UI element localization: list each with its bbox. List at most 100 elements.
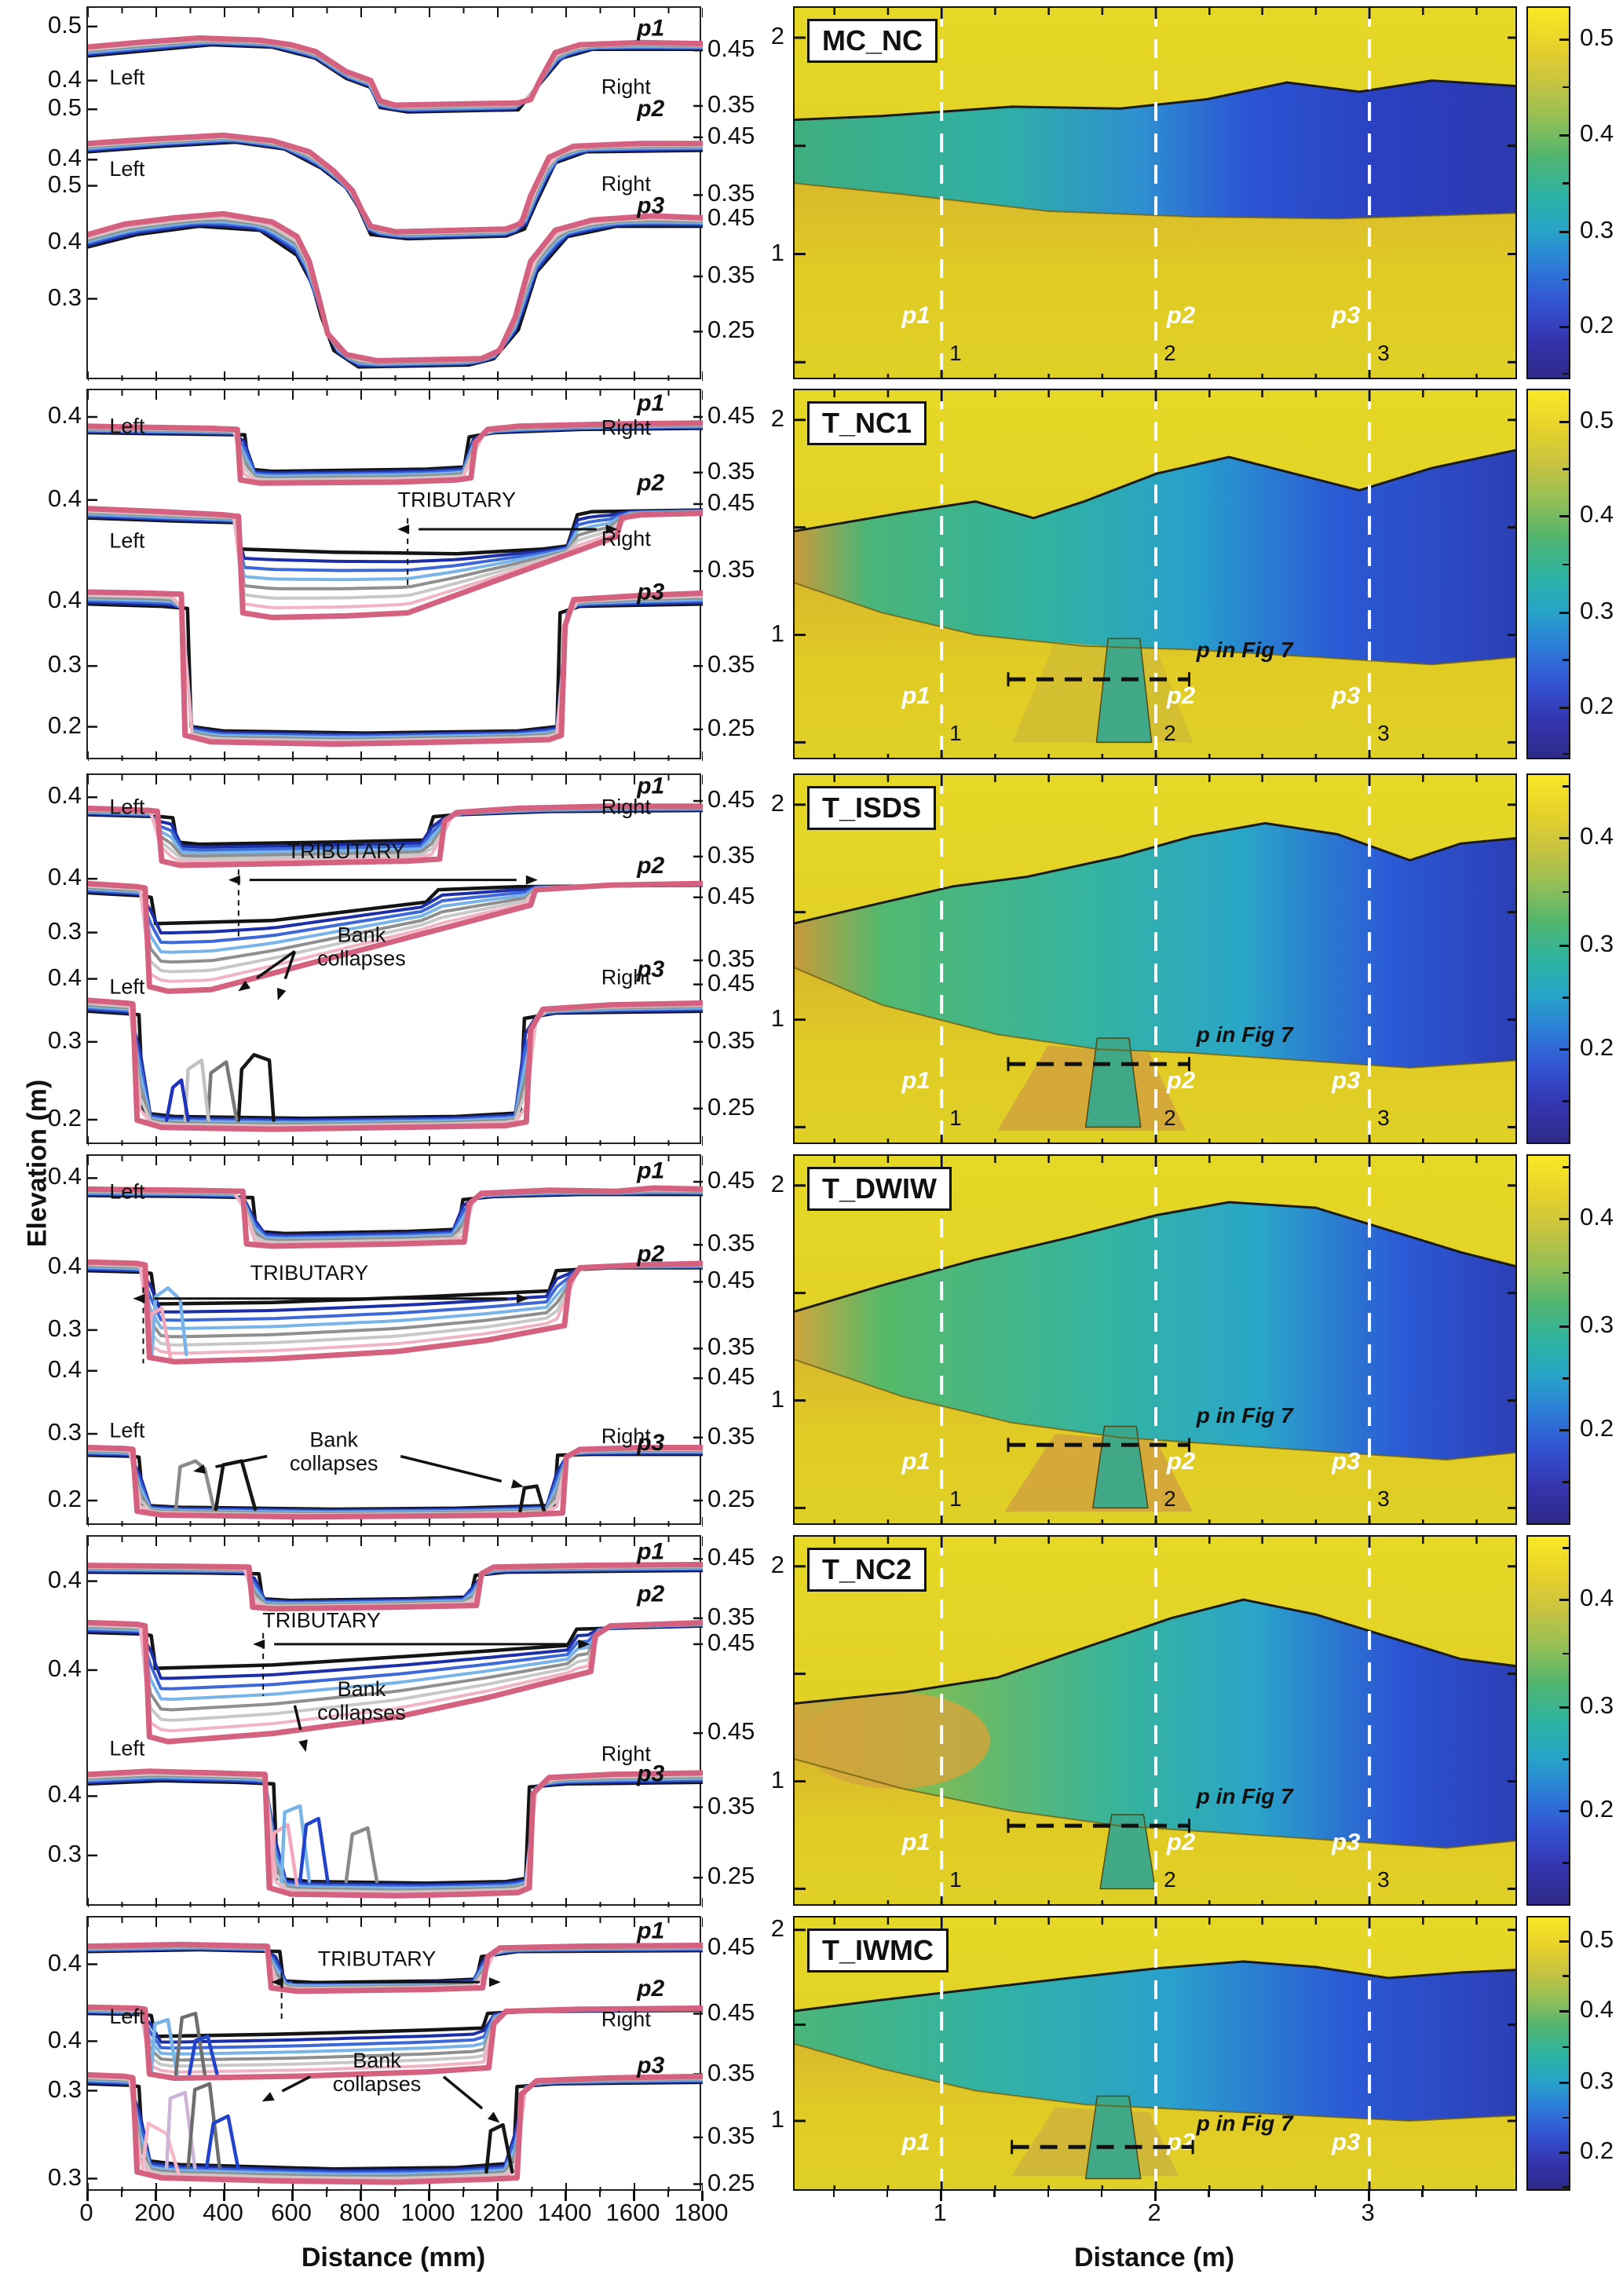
fig7-annotation-label: p in Fig 7: [1196, 1784, 1294, 1808]
colorbar-minor-tick: [1563, 890, 1569, 894]
y-axis-tick-label-left: 0.4: [47, 1565, 82, 1593]
channel-top-edge: [795, 79, 1515, 121]
y-axis-tick-label-right: 0.35: [707, 650, 755, 678]
maps-x-axis-tick: [832, 2191, 835, 2197]
profile-line-initial-p3: [86, 1779, 705, 1885]
profile-location-label: p1: [901, 2128, 930, 2155]
fig7-annotation-label: p in Fig 7: [1196, 1403, 1294, 1428]
dem-svg-MC_NC: p1 p2 p3 1 2 3: [795, 8, 1515, 378]
bank-side-label: Left: [109, 157, 145, 181]
profile-name-label: p1: [636, 1918, 664, 1943]
profile-panel-T_DWIW: Left Left Right p1 p2 p3 TRIBUTARY Bank collapse…: [85, 1154, 706, 1526]
profiles-x-axis-tick: [701, 2191, 704, 2201]
bank-side-label: Left: [109, 1179, 145, 1203]
y-axis-tick-label-right: 0.45: [707, 785, 755, 813]
arrowhead-icon: [488, 1977, 501, 1987]
map-title-T_DWIW: T_DWIW: [807, 1167, 952, 1211]
maps-x-tick-label: 3: [1361, 2199, 1375, 2226]
profile-location-label: p2: [1166, 301, 1195, 328]
bank-collapses-label: Bank: [309, 1428, 358, 1452]
colorbar-minor-tick: [1563, 563, 1569, 566]
y-axis-tick-label-right: 0.35: [707, 1421, 755, 1450]
maps-x-axis-tick: [1154, 2191, 1157, 2201]
colorbar-tick-label: 0.4: [1580, 1203, 1614, 1231]
maps-x-axis-tick: [1421, 2191, 1424, 2197]
dem-svg-T_ISDS: p1 p2 p3 1 2 3 p in Fig 7: [795, 775, 1515, 1143]
colorbar-tick-label: 0.3: [1580, 597, 1614, 625]
colorbar-MC_NC: [1526, 6, 1570, 379]
bank-collapse-line-p2: [187, 2035, 219, 2076]
y-axis-tick-label-left: 0.4: [47, 484, 82, 512]
dem-svg-T_DWIW: p1 p2 p3 1 2 3 p in Fig 7: [795, 1156, 1515, 1523]
bank-collapses-label: collapses: [317, 946, 406, 970]
y-axis-tick-label-right: 0.35: [707, 90, 755, 118]
colorbar-tick-label: 0.3: [1580, 1311, 1614, 1339]
profile-location-label: p2: [1166, 1066, 1195, 1094]
map-x-tick-number: 1: [949, 1867, 962, 1892]
profile-name-label: p3: [636, 579, 664, 605]
profile-location-label: p3: [1331, 1066, 1360, 1094]
profile-name-label: p3: [636, 192, 664, 218]
colorbar-T_NC2: [1526, 1535, 1570, 1906]
profile-line-intermediate-p3: [86, 1772, 704, 1894]
bank-collapse-line-p3: [174, 1459, 216, 1512]
colorbar-tick-mark: [1559, 1429, 1569, 1432]
bank-collapse-line-p3: [140, 2121, 181, 2177]
profile-panel-T_ISDS: Left Right Left Right p1 p2 p3 TRIBUTARY Bank col…: [85, 773, 706, 1146]
profile-location-label: p1: [901, 682, 930, 709]
profile-line-initial-p1: [86, 1568, 705, 1603]
profiles-x-tick-label: 1600: [605, 2199, 660, 2226]
profile-panel-T_NC2: Left Right p1 p2 p3 TRIBUTARY Bank collapses: [85, 1535, 706, 1907]
colorbar-tick-mark: [1559, 1599, 1569, 1602]
colorbar-minor-tick: [1563, 1652, 1569, 1655]
profiles-x-tick-label: 400: [203, 2199, 243, 2226]
arrowhead-icon: [276, 987, 287, 1000]
y-axis-tick-label-left: 0.4: [47, 144, 82, 172]
arrowhead-icon: [253, 1639, 265, 1649]
bank-collapses-label: collapses: [290, 1452, 378, 1475]
bank-collapse-arrow: [442, 2075, 484, 2110]
bank-side-label: Left: [109, 1736, 145, 1760]
y-axis-tick-label-right: 0.45: [707, 881, 755, 909]
channel-bottom-edge: [795, 582, 1515, 666]
arrowhead-icon: [298, 1739, 308, 1753]
channel-surface: [795, 1600, 1515, 1848]
colorbar-minor-tick: [1563, 278, 1569, 281]
profile-name-label: p3: [636, 1761, 664, 1787]
y-axis-tick-label-right: 0.35: [707, 261, 755, 288]
profile-line-final-p3: [85, 1445, 706, 1520]
colorbar-minor-tick: [1563, 182, 1569, 185]
colorbar-tick-label: 0.2: [1580, 2137, 1614, 2165]
y-axis-tick-label-right: 0.35: [707, 2058, 755, 2086]
map-x-tick-number: 3: [1377, 1486, 1390, 1511]
colorbar-tick-label: 0.5: [1580, 1925, 1614, 1953]
bank-side-label: Right: [601, 172, 652, 196]
profile-name-label: p2: [636, 96, 664, 122]
colorbar-tick-mark: [1559, 837, 1569, 840]
colorbar-tick-label: 0.5: [1580, 24, 1614, 52]
profile-location-label: p1: [901, 301, 930, 328]
y-axis-tick-label-left: 0.3: [47, 1418, 82, 1446]
y-axis-tick-label-right: 0.25: [707, 1862, 755, 1890]
y-axis-tick-label-right: 0.25: [707, 316, 755, 344]
bank-collapse-line-p3: [298, 1816, 330, 1884]
y-axis-tick-label-right: 0.45: [707, 35, 755, 63]
profiles-x-axis-tick: [393, 2191, 396, 2197]
y-axis-tick-label-left: 0.4: [47, 227, 82, 255]
dem-svg-T_IWMC: p1 p2 p3 p in Fig 7: [795, 1918, 1515, 2189]
arrowhead-icon: [133, 1293, 145, 1303]
arrowhead-icon: [193, 1464, 206, 1474]
y-axis-tick-label-left: 0.3: [47, 1839, 82, 1867]
profiles-x-axis-tick: [462, 2191, 464, 2197]
colorbar-minor-tick: [1563, 468, 1569, 470]
colorbar-tick-mark: [1559, 2152, 1569, 2155]
bank-collapse-line-p3: [236, 1053, 276, 1122]
profile-line-intermediate-p3: [86, 1774, 704, 1892]
colorbar-minor-tick: [1563, 1271, 1569, 1274]
tributary-label: TRIBUTARY: [262, 1609, 381, 1632]
profile-location-label: p2: [1166, 1447, 1195, 1475]
profile-name-label: p1: [636, 1157, 664, 1183]
colorbar-T_IWMC: [1526, 1916, 1570, 2191]
colorbar-minor-tick: [1563, 2186, 1569, 2188]
colorbar-tick-mark: [1559, 38, 1569, 42]
